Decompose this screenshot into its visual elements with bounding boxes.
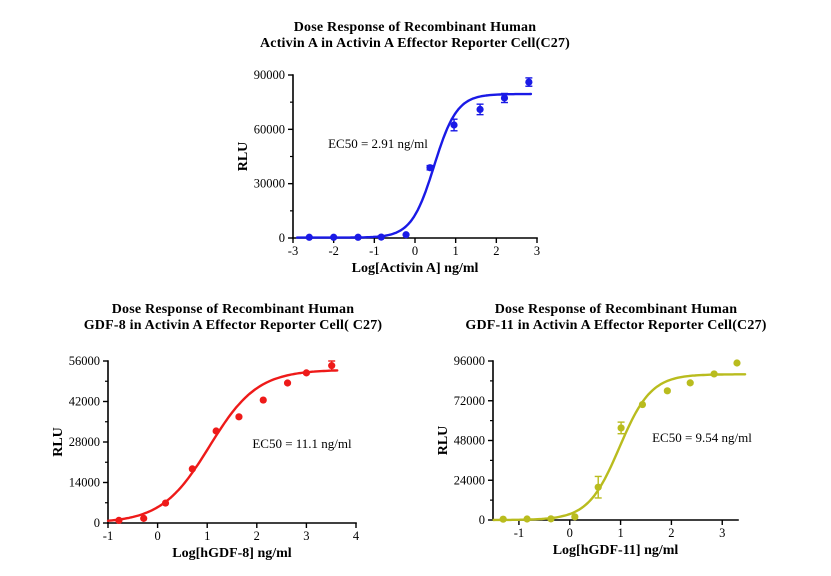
y-tick-label: 90000	[254, 68, 285, 82]
data-point	[733, 359, 741, 367]
x-tick-label: 4	[353, 529, 360, 543]
data-point	[377, 233, 385, 241]
y-tick-label: 56000	[69, 354, 100, 368]
data-point	[500, 94, 509, 102]
data-point	[547, 515, 555, 523]
x-tick-label: 0	[567, 526, 573, 540]
chart-title-activin-a: Dose Response of Recombinant Human Activ…	[215, 20, 615, 52]
plot-gdf-11: -1 0 1 2 3 0 24000 48000 72000 96000 EC50 = 9.54 n…	[436, 354, 752, 558]
x-tick-label: 2	[668, 526, 674, 540]
data-point	[638, 400, 647, 409]
data-point	[283, 379, 292, 387]
x-tick-label: 3	[303, 529, 309, 543]
y-axis-title: RLU	[236, 142, 251, 172]
data-point	[426, 164, 434, 172]
x-tick-label: -1	[514, 526, 524, 540]
chart-title-gdf-8: Dose Response of Recombinant Human GDF-8…	[33, 302, 433, 334]
ec50-label: EC50 = 11.1 ng/ml	[252, 436, 352, 451]
data-point	[305, 233, 313, 241]
data-point	[330, 233, 338, 241]
data-point	[328, 362, 336, 370]
x-tick-label: -1	[103, 529, 113, 543]
data-point	[450, 121, 458, 129]
chart-title-line1: Dose Response of Recombinant Human	[111, 302, 355, 317]
y-tick-label: 24000	[454, 473, 485, 487]
data-points	[305, 78, 533, 241]
ec50-label: EC50 = 2.91 ng/ml	[328, 136, 428, 151]
fit-curve	[106, 369, 339, 523]
data-point	[663, 387, 671, 395]
x-tick-label: 1	[204, 529, 210, 543]
data-point	[235, 413, 243, 421]
y-tick-label: 14000	[69, 476, 100, 490]
data-point	[259, 396, 267, 404]
plot-activin-a: -3 -2 -1 0 1 2 3 0 30000 60000 90000 EC50 = 2.91 ng…	[236, 68, 540, 276]
data-points	[499, 359, 741, 523]
data-point	[594, 483, 602, 491]
chart-title-line2: GDF-8 in Activin A Effector Reporter Cel…	[83, 318, 383, 333]
data-point	[402, 231, 410, 239]
y-tick-label: 42000	[69, 395, 100, 409]
y-tick-label: 30000	[254, 177, 285, 191]
y-axis-title: RLU	[436, 426, 451, 456]
y-tick-label: 96000	[454, 354, 485, 368]
data-point	[161, 499, 170, 507]
data-point	[354, 233, 362, 241]
x-tick-label: -2	[328, 244, 338, 258]
data-point	[499, 515, 507, 523]
data-point	[476, 105, 484, 114]
chart-title-line2: Activin A in Activin A Effector Reporter…	[259, 36, 571, 51]
data-point	[212, 427, 220, 435]
chart-title-gdf-11: Dose Response of Recombinant Human GDF-1…	[416, 302, 816, 334]
ec50-label: EC50 = 9.54 ng/ml	[652, 430, 752, 445]
x-tick-label: 1	[453, 244, 459, 258]
y-tick-label: 72000	[454, 394, 485, 408]
data-point	[188, 465, 196, 473]
x-tick-label: 1	[617, 526, 623, 540]
x-tick-label: 0	[412, 244, 418, 258]
x-tick-label: 0	[154, 529, 160, 543]
data-point	[686, 379, 694, 387]
y-axis-title: RLU	[51, 427, 66, 457]
x-tick-label: -3	[288, 244, 298, 258]
x-tick-label: 3	[719, 526, 725, 540]
x-tick-label: -1	[369, 244, 379, 258]
data-point	[302, 369, 310, 377]
data-point	[617, 424, 625, 432]
data-points	[115, 362, 336, 524]
x-axis-title: Log[hGDF-8] ng/ml	[172, 546, 292, 561]
data-point	[710, 370, 718, 378]
data-point	[140, 514, 148, 522]
y-tick-label: 48000	[454, 434, 485, 448]
x-tick-label: 3	[534, 244, 540, 258]
y-tick-label: 0	[479, 513, 485, 527]
data-point	[571, 513, 579, 521]
fit-curve	[492, 373, 747, 522]
x-axis-title: Log[Activin A] ng/ml	[352, 261, 479, 276]
chart-title-line1: Dose Response of Recombinant Human	[494, 302, 738, 317]
data-point	[523, 515, 531, 523]
chart-title-line2: GDF-11 in Activin A Effector Reporter Ce…	[465, 318, 767, 333]
fit-curve	[295, 92, 533, 239]
x-axis-title: Log[hGDF-11] ng/ml	[553, 543, 679, 558]
y-tick-label: 60000	[254, 122, 285, 136]
chart-title-line1: Dose Response of Recombinant Human	[293, 20, 537, 35]
x-tick-label: 2	[493, 244, 499, 258]
y-tick-label: 28000	[69, 435, 100, 449]
x-tick-label: 2	[254, 529, 260, 543]
y-tick-label: 0	[279, 231, 285, 245]
data-point	[525, 78, 533, 86]
y-tick-label: 0	[94, 516, 100, 530]
data-point	[115, 516, 123, 524]
